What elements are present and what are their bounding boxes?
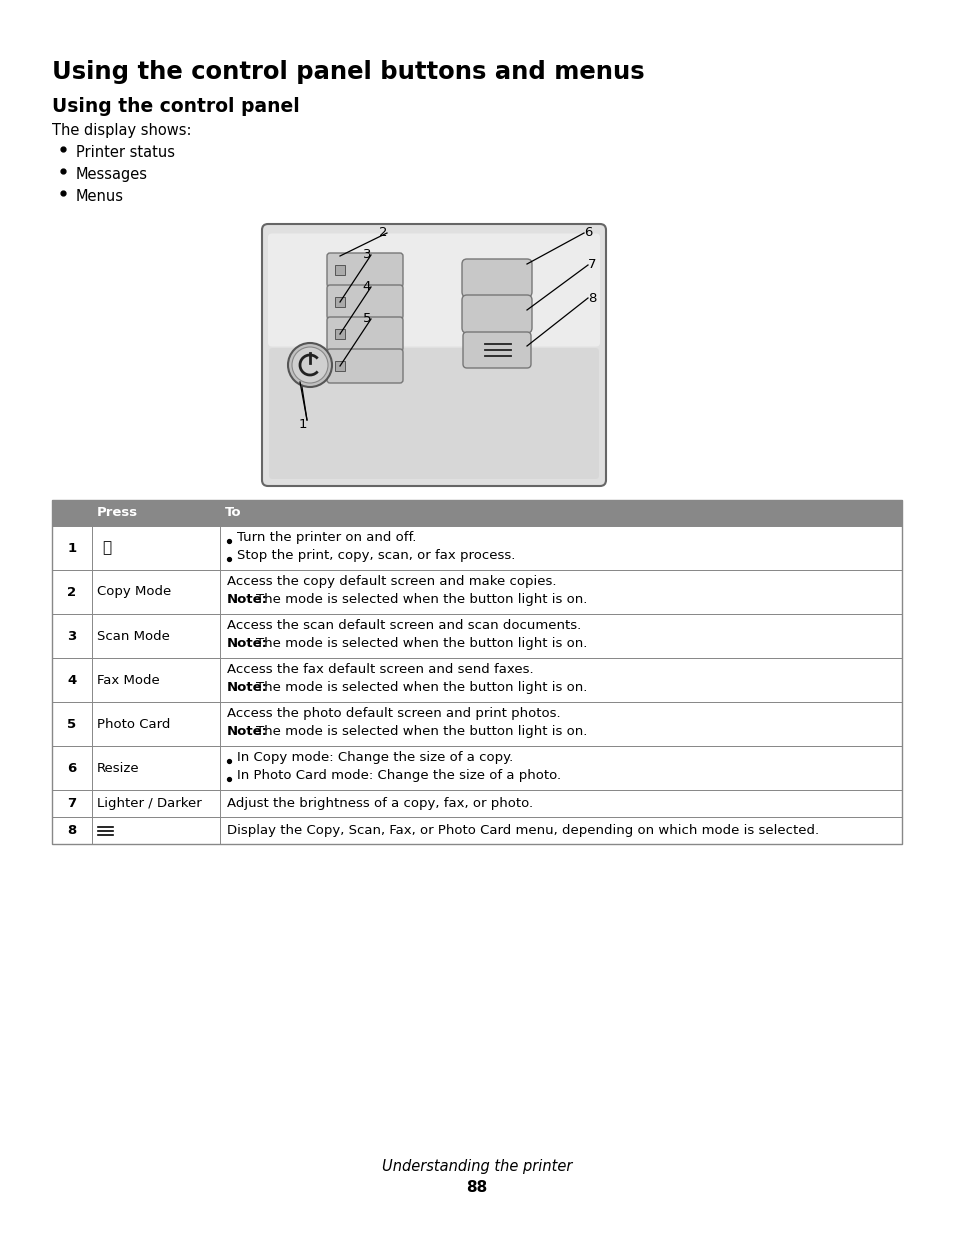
- Text: 7: 7: [587, 258, 596, 272]
- Text: In Copy mode: Change the size of a copy.: In Copy mode: Change the size of a copy.: [236, 751, 513, 764]
- Bar: [52, 701, 901, 746]
- Text: Resize: Resize: [97, 762, 139, 774]
- Text: Access the fax default screen and send faxes.: Access the fax default screen and send f…: [227, 663, 533, 677]
- Text: 5: 5: [362, 312, 371, 326]
- Text: Turn the printer on and off.: Turn the printer on and off.: [236, 531, 416, 545]
- FancyBboxPatch shape: [327, 317, 402, 351]
- Bar: [52, 818, 901, 844]
- Text: Access the scan default screen and scan documents.: Access the scan default screen and scan …: [227, 620, 580, 632]
- FancyBboxPatch shape: [461, 295, 532, 333]
- Text: Printer status: Printer status: [76, 144, 174, 161]
- Text: In Photo Card mode: Change the size of a photo.: In Photo Card mode: Change the size of a…: [236, 769, 560, 783]
- Text: Fax Mode: Fax Mode: [97, 673, 159, 687]
- Bar: [52, 746, 901, 790]
- Text: Copy Mode: Copy Mode: [97, 585, 172, 599]
- Text: The mode is selected when the button light is on.: The mode is selected when the button lig…: [256, 682, 587, 694]
- Bar: [52, 658, 901, 701]
- Bar: [52, 571, 901, 614]
- FancyBboxPatch shape: [268, 233, 599, 347]
- Bar: [52, 500, 901, 526]
- FancyBboxPatch shape: [327, 350, 402, 383]
- Text: Stop the print, copy, scan, or fax process.: Stop the print, copy, scan, or fax proce…: [236, 550, 515, 562]
- Text: Access the copy default screen and make copies.: Access the copy default screen and make …: [227, 576, 556, 588]
- FancyBboxPatch shape: [335, 361, 345, 370]
- FancyBboxPatch shape: [462, 332, 531, 368]
- Text: To: To: [225, 506, 241, 520]
- Text: The mode is selected when the button light is on.: The mode is selected when the button lig…: [256, 594, 587, 606]
- Text: Note:: Note:: [227, 637, 268, 651]
- Text: Scan Mode: Scan Mode: [97, 630, 170, 642]
- FancyBboxPatch shape: [335, 266, 345, 275]
- Bar: [52, 790, 901, 818]
- FancyBboxPatch shape: [262, 224, 605, 487]
- Text: 6: 6: [583, 226, 592, 240]
- Bar: [52, 614, 901, 658]
- Text: Lighter / Darker: Lighter / Darker: [97, 797, 201, 810]
- Text: 7: 7: [68, 797, 76, 810]
- Text: 1: 1: [68, 541, 76, 555]
- FancyBboxPatch shape: [327, 253, 402, 287]
- Text: 1: 1: [298, 419, 307, 431]
- Text: The display shows:: The display shows:: [52, 124, 192, 138]
- Text: Understanding the printer: Understanding the printer: [381, 1160, 572, 1174]
- Text: 2: 2: [378, 226, 387, 240]
- Text: 3: 3: [362, 248, 371, 262]
- Text: 2: 2: [68, 585, 76, 599]
- Text: Access the photo default screen and print photos.: Access the photo default screen and prin…: [227, 708, 560, 720]
- Text: Photo Card: Photo Card: [97, 718, 171, 730]
- Bar: [52, 500, 901, 844]
- Text: Note:: Note:: [227, 594, 268, 606]
- Text: Press: Press: [97, 506, 138, 520]
- Text: ⏻: ⏻: [102, 541, 111, 556]
- Text: Display the Copy, Scan, Fax, or Photo Card menu, depending on which mode is sele: Display the Copy, Scan, Fax, or Photo Ca…: [227, 824, 819, 837]
- Circle shape: [292, 347, 328, 383]
- Bar: [52, 526, 901, 571]
- Text: 4: 4: [362, 280, 371, 294]
- FancyBboxPatch shape: [327, 285, 402, 319]
- Text: Note:: Note:: [227, 682, 268, 694]
- Circle shape: [288, 343, 332, 387]
- Text: Note:: Note:: [227, 725, 268, 739]
- FancyBboxPatch shape: [335, 296, 345, 308]
- Text: Using the control panel buttons and menus: Using the control panel buttons and menu…: [52, 61, 644, 84]
- Text: 4: 4: [68, 673, 76, 687]
- Text: 5: 5: [68, 718, 76, 730]
- FancyBboxPatch shape: [461, 259, 532, 296]
- FancyBboxPatch shape: [335, 329, 345, 338]
- Text: Menus: Menus: [76, 189, 124, 204]
- Text: The mode is selected when the button light is on.: The mode is selected when the button lig…: [256, 637, 587, 651]
- FancyBboxPatch shape: [269, 348, 598, 479]
- Text: Messages: Messages: [76, 167, 148, 182]
- Text: Adjust the brightness of a copy, fax, or photo.: Adjust the brightness of a copy, fax, or…: [227, 797, 533, 810]
- Text: 3: 3: [68, 630, 76, 642]
- Text: The mode is selected when the button light is on.: The mode is selected when the button lig…: [256, 725, 587, 739]
- Text: 6: 6: [68, 762, 76, 774]
- Text: Using the control panel: Using the control panel: [52, 98, 299, 116]
- Text: 8: 8: [587, 291, 596, 305]
- Text: 8: 8: [68, 824, 76, 837]
- Text: 88: 88: [466, 1179, 487, 1194]
